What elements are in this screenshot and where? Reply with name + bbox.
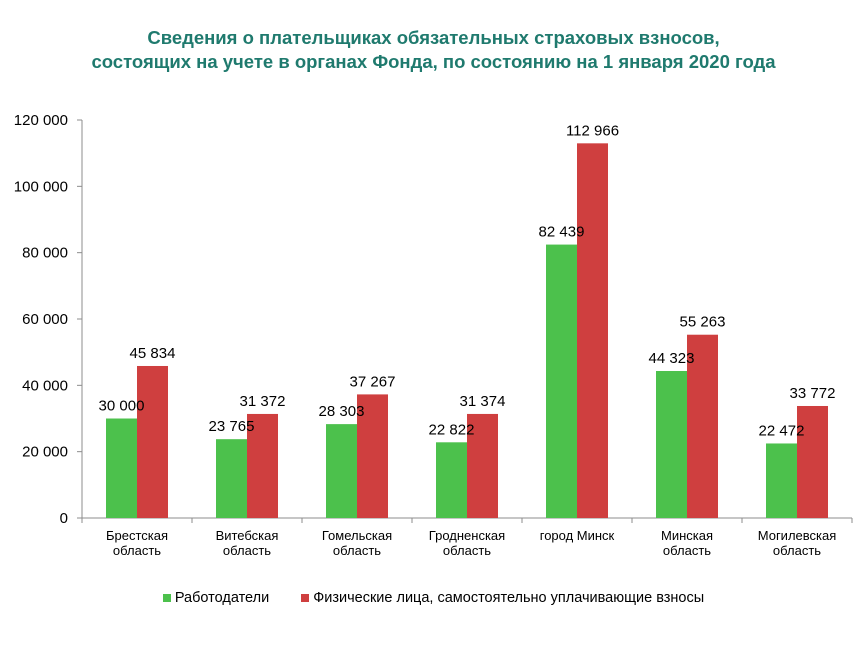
- bar-individuals: [577, 143, 608, 518]
- x-category-label-line: Гомельская: [322, 528, 392, 543]
- y-tick-label: 40 000: [22, 377, 68, 394]
- x-category-label-line: область: [223, 543, 271, 558]
- chart-axes: 0 20 000 40 000 60 000 80 000 100 000 120 000: [14, 112, 853, 527]
- y-tick-label: 20 000: [22, 444, 68, 461]
- bar-employers: [766, 443, 797, 518]
- x-category-label: город Минск: [540, 528, 615, 543]
- x-category-label-line: область: [443, 543, 491, 558]
- data-label-individuals: 112 966: [566, 122, 619, 139]
- data-label-employers: 30 000: [99, 398, 145, 415]
- y-tick-label: 100 000: [14, 178, 68, 195]
- x-category-label-line: область: [663, 543, 711, 558]
- legend-swatch-employers: [162, 594, 171, 602]
- data-label-individuals: 31 372: [240, 393, 286, 410]
- data-label-employers: 22 822: [429, 421, 475, 438]
- data-label-individuals: 33 772: [790, 385, 836, 402]
- chart-bars: [106, 143, 828, 518]
- chart-title-line-2: состоящих на учете в органах Фонда, по с…: [91, 51, 776, 72]
- x-category-label: Могилевская область: [758, 528, 837, 558]
- data-label-employers: 28 303: [319, 403, 365, 420]
- bar-individuals: [797, 405, 828, 518]
- bar-employers: [326, 424, 357, 518]
- x-category-label-line: Брестская: [106, 528, 168, 543]
- chart-title: Сведения о плательщиках обязательных стр…: [0, 26, 867, 74]
- bar-employers: [216, 439, 247, 518]
- legend-label-employers: Работодатели: [174, 590, 270, 606]
- data-label-individuals: 55 263: [680, 314, 726, 331]
- x-category-label: Гродненская область: [429, 528, 505, 558]
- bar-individuals: [357, 394, 388, 518]
- bar-employers: [546, 244, 577, 518]
- x-category-label: Витебская область: [216, 528, 279, 558]
- y-tick-label: 80 000: [22, 245, 68, 262]
- data-label-employers: 82 439: [539, 224, 585, 241]
- x-category-label-line: город Минск: [540, 528, 615, 543]
- x-category-label-line: Витебская: [216, 528, 279, 543]
- x-category-label-line: Гродненская: [429, 528, 505, 543]
- legend-item-individuals: Физические лица, самостоятельно уплачива…: [301, 590, 704, 606]
- chart-title-line-1: Сведения о плательщиках обязательных стр…: [147, 27, 720, 48]
- bar-individuals: [467, 413, 498, 518]
- chart-data-labels: 30 000 45 834 23 765 31 372 28 303 37 267 22 8…: [99, 122, 836, 439]
- data-label-employers: 22 472: [759, 422, 805, 439]
- bar-individuals: [137, 365, 168, 518]
- legend-item-employers: Работодатели: [162, 590, 270, 606]
- legend-swatch-individuals: [301, 594, 310, 602]
- x-category-label-line: область: [113, 543, 161, 558]
- data-label-individuals: 31 374: [460, 393, 506, 410]
- data-label-individuals: 37 267: [350, 373, 396, 390]
- x-category-label-line: Минская: [661, 528, 713, 543]
- x-category-label-line: область: [773, 543, 821, 558]
- data-label-employers: 23 765: [209, 418, 255, 435]
- bar-employers: [656, 370, 687, 518]
- x-category-label-line: область: [333, 543, 381, 558]
- x-category-label-line: Могилевская: [758, 528, 837, 543]
- bar-individuals: [687, 334, 718, 518]
- chart-legend: Работодатели Физические лица, самостояте…: [0, 590, 867, 606]
- x-category-label: Минская область: [661, 528, 713, 558]
- y-tick-label: 60 000: [22, 311, 68, 328]
- legend-label-individuals: Физические лица, самостоятельно уплачива…: [313, 590, 705, 606]
- y-tick-label: 120 000: [14, 112, 68, 129]
- bar-individuals: [247, 413, 278, 518]
- y-tick-label: 0: [60, 510, 68, 527]
- data-label-individuals: 45 834: [130, 345, 176, 362]
- bar-employers: [436, 442, 467, 518]
- x-category-label: Гомельская область: [322, 528, 392, 558]
- bar-employers: [106, 418, 137, 518]
- x-category-label: Брестская область: [106, 528, 168, 558]
- data-label-employers: 44 323: [649, 350, 695, 367]
